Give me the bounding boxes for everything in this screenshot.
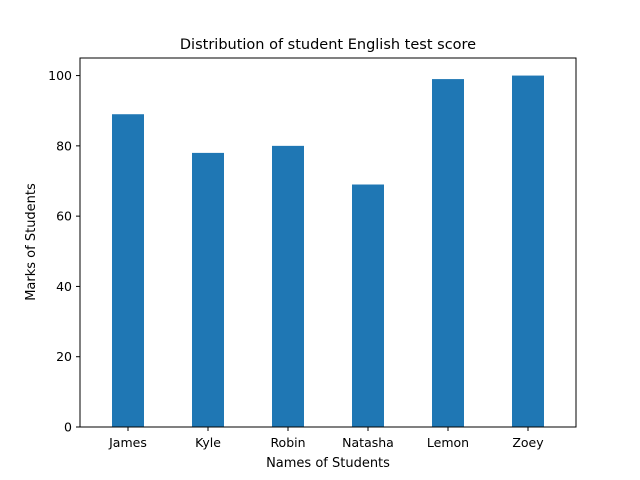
y-tick-label: 100 <box>48 68 72 83</box>
bars-group <box>112 75 544 428</box>
y-tick-label: 80 <box>56 138 72 153</box>
y-tick-label: 0 <box>64 420 72 435</box>
bar-kyle <box>192 152 224 427</box>
y-tick-label: 60 <box>56 209 72 224</box>
x-tick-label: Lemon <box>427 435 469 450</box>
x-tick-label: Robin <box>270 435 305 450</box>
x-axis-label: Names of Students <box>266 456 390 471</box>
y-axis-label: Marks of Students <box>24 183 39 301</box>
x-tick-label: Kyle <box>195 435 221 450</box>
x-axis-ticks: James Kyle Robin Natasha Lemon Zoey <box>108 427 544 450</box>
x-tick-label: James <box>108 435 147 450</box>
plot-area-frame <box>79 57 577 428</box>
y-axis-ticks: 0 20 40 60 80 100 <box>48 68 80 435</box>
bar-robin <box>272 145 304 428</box>
bar-natasha <box>352 184 384 427</box>
chart-title: Distribution of student English test sco… <box>180 37 476 53</box>
y-tick-label: 40 <box>56 279 72 294</box>
bar-lemon <box>432 79 464 427</box>
x-tick-label: Natasha <box>342 435 394 450</box>
bar-james <box>112 114 144 427</box>
y-tick-label: 20 <box>56 349 72 364</box>
x-tick-label: Zoey <box>512 435 544 450</box>
bar-zoey <box>512 75 544 427</box>
